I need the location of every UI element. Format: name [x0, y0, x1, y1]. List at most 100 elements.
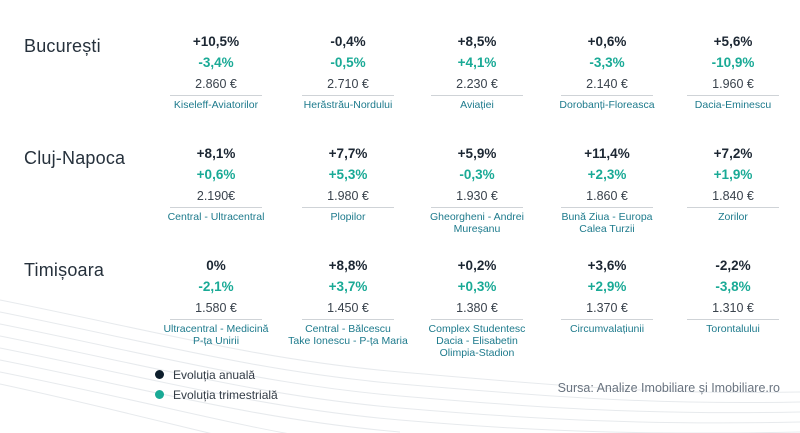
quarterly-change: -3,8%	[715, 279, 751, 294]
annual-change: +10,5%	[192, 34, 240, 49]
quarterly-change: +2,3%	[587, 167, 627, 182]
area-name: Central - Ultracentral	[167, 211, 265, 223]
area-card: +8,5% +4,1% 2.230 € Aviației	[409, 31, 545, 111]
divider	[431, 207, 523, 208]
quarterly-change: -3,3%	[589, 55, 625, 70]
divider	[561, 207, 653, 208]
price-per-sqm: 2.140 €	[586, 77, 628, 91]
city-name: Timișoara	[24, 260, 105, 280]
annual-change: +8,1%	[196, 146, 236, 161]
area-name: Plopilor	[330, 211, 366, 223]
annual-change: +0,6%	[587, 34, 627, 49]
area-card: +8,1% +0,6% 2.190€ Central - Ultracentral	[148, 143, 284, 223]
city-name: București	[24, 36, 101, 56]
divider	[561, 95, 653, 96]
area-card: +0,6% -3,3% 2.140 € Dorobanți-Floreasca	[539, 31, 675, 111]
price-per-sqm: 2.860 €	[195, 77, 237, 91]
area-card: +10,5% -3,4% 2.860 € Kiseleff-Aviatorilor	[148, 31, 284, 111]
area-name: Circumvalațiunii	[569, 323, 645, 335]
area-name: Dacia-Eminescu	[694, 99, 772, 111]
divider	[170, 319, 262, 320]
divider	[561, 319, 653, 320]
legend-label-annual: Evoluția anuală	[173, 368, 256, 382]
legend-item-annual: Evoluția anuală	[155, 368, 255, 382]
quarterly-change: +3,7%	[328, 279, 368, 294]
quarterly-change: +2,9%	[587, 279, 627, 294]
annual-change: +5,6%	[713, 34, 753, 49]
annual-change: +7,2%	[713, 146, 753, 161]
divider	[687, 207, 779, 208]
quarterly-dot-icon	[155, 390, 164, 399]
price-per-sqm: 1.960 €	[712, 77, 754, 91]
divider	[170, 95, 262, 96]
area-card: +11,4% +2,3% 1.860 € Bună Ziua - Europa Cal…	[539, 143, 675, 235]
area-name: Ultracentral - Medicină P-ța Unirii	[163, 323, 269, 347]
area-card: +3,6% +2,9% 1.370 € Circumvalațiunii	[539, 255, 675, 335]
area-card: +7,7% +5,3% 1.980 € Plopilor	[280, 143, 416, 223]
quarterly-change: +0,3%	[457, 279, 497, 294]
annual-change: +7,7%	[328, 146, 368, 161]
area-name: Gheorgheni - Andrei Mureșanu	[430, 211, 524, 235]
divider	[302, 207, 394, 208]
area-name: Central - Bălcescu Take Ionescu - P-ța M…	[288, 323, 408, 347]
price-per-sqm: 1.980 €	[327, 189, 369, 203]
area-name: Complex Studentesc Dacia - Elisabetin Ol…	[428, 323, 526, 359]
annual-change: +8,8%	[328, 258, 368, 273]
price-per-sqm: 1.370 €	[586, 301, 628, 315]
price-per-sqm: 2.230 €	[456, 77, 498, 91]
price-per-sqm: 1.840 €	[712, 189, 754, 203]
area-name: Torontalului	[706, 323, 760, 335]
annual-change: +11,4%	[584, 146, 630, 161]
annual-dot-icon	[155, 370, 164, 379]
annual-change: +5,9%	[457, 146, 497, 161]
price-per-sqm: 2.190€	[196, 189, 236, 203]
price-per-sqm: 1.380 €	[456, 301, 498, 315]
divider	[170, 207, 262, 208]
price-per-sqm: 1.310 €	[712, 301, 754, 315]
quarterly-change: -0,3%	[459, 167, 495, 182]
area-card: +7,2% +1,9% 1.840 € Zorilor	[665, 143, 800, 223]
area-card: -0,4% -0,5% 2.710 € Herăstrău-Nordului	[280, 31, 416, 111]
divider	[302, 95, 394, 96]
annual-change: +3,6%	[587, 258, 627, 273]
area-name: Herăstrău-Nordului	[303, 99, 393, 111]
price-per-sqm: 1.930 €	[456, 189, 498, 203]
area-name: Kiseleff-Aviatorilor	[173, 99, 259, 111]
divider	[302, 319, 394, 320]
area-card: +5,6% -10,9% 1.960 € Dacia-Eminescu	[665, 31, 800, 111]
area-name: Zorilor	[718, 211, 748, 223]
quarterly-change: -3,4%	[198, 55, 234, 70]
price-per-sqm: 1.580 €	[195, 301, 237, 315]
price-per-sqm: 2.710 €	[327, 77, 369, 91]
city-name: Cluj-Napoca	[24, 148, 126, 168]
area-card: +8,8% +3,7% 1.450 € Central - Bălcescu Take…	[280, 255, 416, 347]
annual-change: -2,2%	[715, 258, 751, 273]
divider	[431, 95, 523, 96]
price-per-sqm: 1.860 €	[586, 189, 628, 203]
quarterly-change: -10,9%	[711, 55, 755, 70]
divider	[431, 319, 523, 320]
annual-change: +8,5%	[457, 34, 497, 49]
area-card: +5,9% -0,3% 1.930 € Gheorgheni - Andrei Mur…	[409, 143, 545, 235]
area-name: Dorobanți-Floreasca	[559, 99, 655, 111]
area-card: -2,2% -3,8% 1.310 € Torontalului	[665, 255, 800, 335]
quarterly-change: -0,5%	[330, 55, 366, 70]
divider	[687, 95, 779, 96]
area-card: 0% -2,1% 1.580 € Ultracentral - Medicină P-…	[148, 255, 284, 347]
source-note: Sursa: Analize Imobiliare și Imobiliare.…	[557, 381, 780, 395]
price-per-sqm: 1.450 €	[327, 301, 369, 315]
divider	[687, 319, 779, 320]
quarterly-change: -2,1%	[198, 279, 234, 294]
annual-change: 0%	[206, 258, 226, 273]
quarterly-change: +5,3%	[328, 167, 368, 182]
quarterly-change: +0,6%	[196, 167, 236, 182]
quarterly-change: +1,9%	[713, 167, 753, 182]
annual-change: -0,4%	[330, 34, 366, 49]
area-name: Bună Ziua - Europa Calea Turzii	[561, 211, 653, 235]
area-name: Aviației	[460, 99, 494, 111]
area-card: +0,2% +0,3% 1.380 € Complex Studentesc Daci…	[409, 255, 545, 359]
legend-label-quarterly: Evoluția trimestrială	[173, 388, 278, 402]
annual-change: +0,2%	[457, 258, 497, 273]
legend-item-quarterly: Evoluția trimestrială	[155, 388, 278, 402]
